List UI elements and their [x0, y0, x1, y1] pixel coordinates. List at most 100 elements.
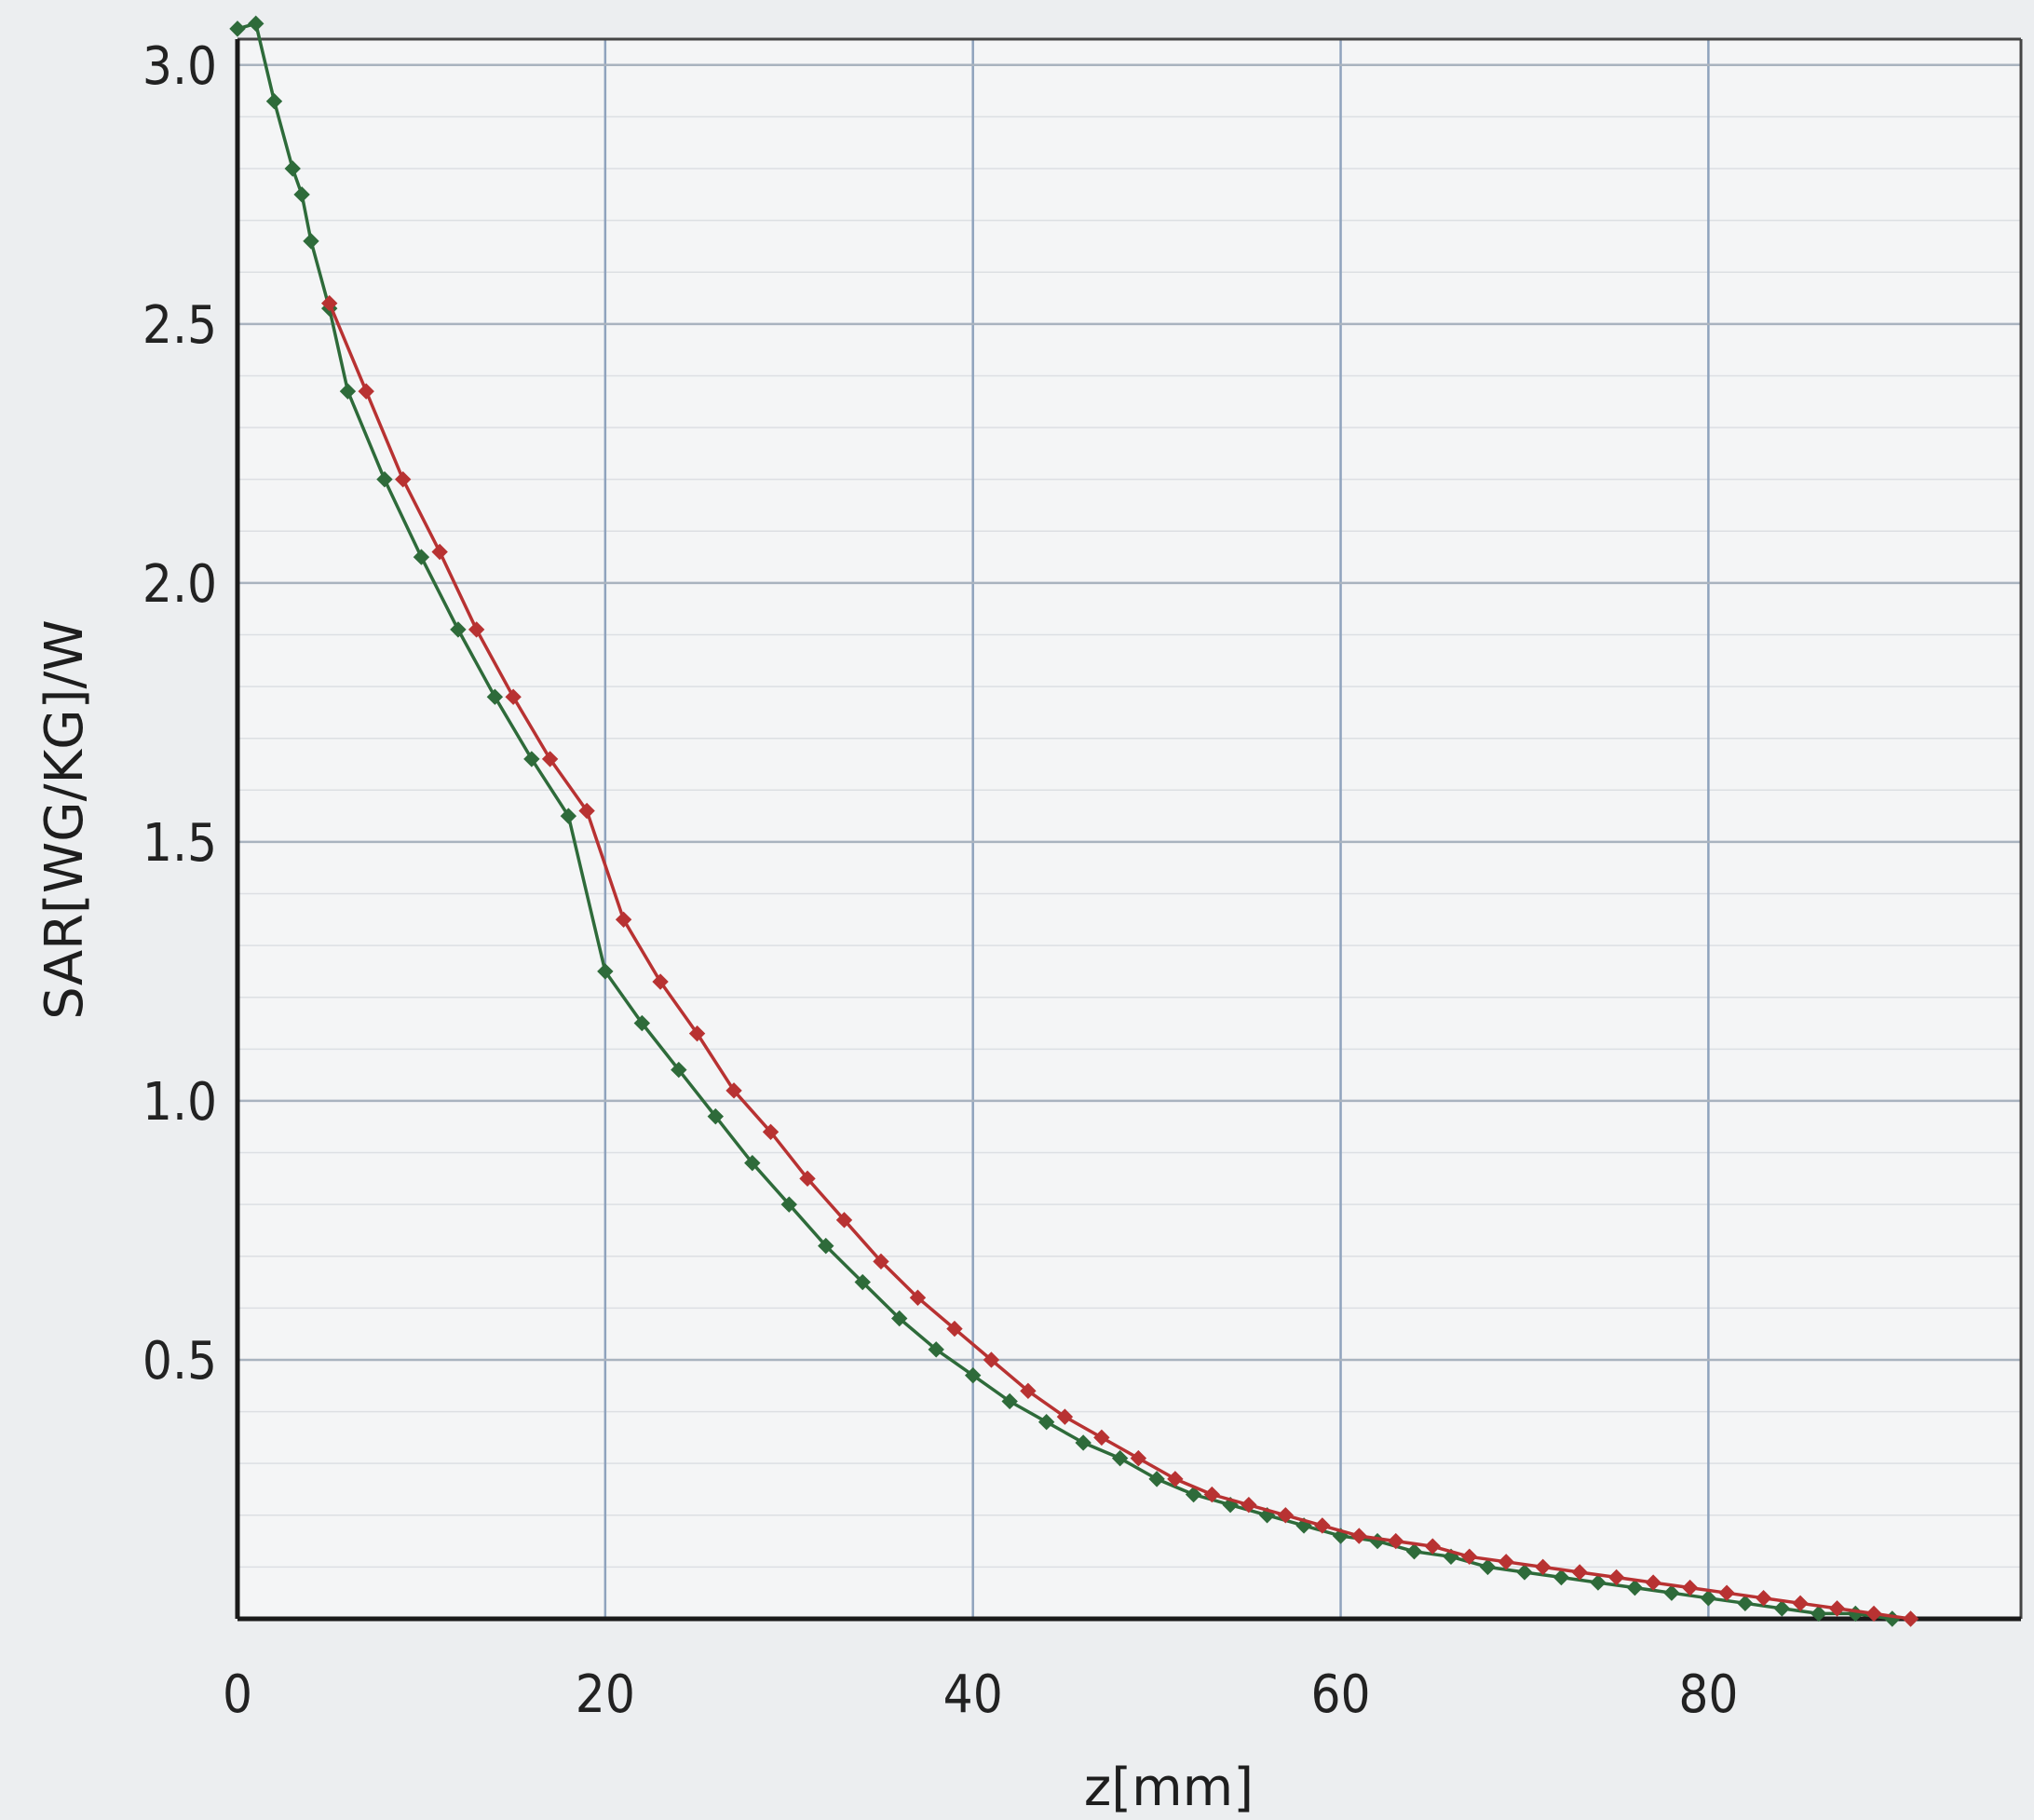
data-point [376, 470, 393, 488]
data-point [891, 1310, 908, 1327]
data-point [615, 911, 632, 929]
y-axis-title: SAR[WG/KG]/W [34, 619, 95, 1020]
data-point [1626, 1579, 1644, 1596]
plot-background [237, 39, 2021, 1619]
data-point [1479, 1558, 1497, 1576]
y-tick-label: 0.5 [142, 1331, 217, 1392]
data-point [1424, 1538, 1441, 1555]
x-tick-label: 80 [1678, 1664, 1738, 1725]
data-point [1516, 1564, 1533, 1581]
data-point [1241, 1496, 1257, 1514]
data-point [1020, 1382, 1037, 1400]
data-point [909, 1289, 927, 1306]
y-tick-label: 2.0 [142, 554, 217, 615]
data-point [946, 1320, 963, 1338]
data-point [248, 15, 264, 33]
data-point [523, 751, 540, 767]
data-point [1037, 1413, 1055, 1431]
x-tick-label: 0 [223, 1664, 252, 1725]
data-point [229, 20, 246, 37]
data-point [413, 549, 430, 565]
data-point [1737, 1595, 1754, 1612]
data-point [688, 1025, 706, 1042]
data-point [1571, 1564, 1588, 1581]
data-point [468, 621, 485, 638]
data-point [1185, 1486, 1202, 1503]
x-axis-title: z[mm] [1084, 1758, 1254, 1818]
data-point [303, 233, 319, 250]
data-point [928, 1341, 944, 1358]
series-layer [229, 15, 1919, 1627]
data-point [1553, 1569, 1570, 1586]
data-point [1828, 1600, 1846, 1617]
data-point [1865, 1605, 1882, 1623]
data-point [633, 1014, 651, 1032]
data-point [1645, 1574, 1661, 1591]
data-point [1001, 1392, 1018, 1410]
data-point [578, 802, 595, 820]
data-point [671, 1061, 687, 1079]
data-point [1148, 1471, 1165, 1487]
data-point [1792, 1595, 1809, 1612]
data-point [744, 1154, 761, 1172]
data-point [1773, 1600, 1791, 1617]
data-point [1314, 1517, 1331, 1534]
data-point [1718, 1584, 1735, 1601]
data-point [1056, 1408, 1074, 1425]
data-point [707, 1107, 725, 1125]
data-point [486, 688, 504, 705]
data-point [725, 1082, 742, 1099]
data-point [1405, 1543, 1423, 1560]
data-point [505, 688, 522, 705]
data-point [1350, 1528, 1367, 1544]
data-point [1111, 1449, 1129, 1467]
data-point [799, 1170, 816, 1188]
data-point [1093, 1429, 1110, 1446]
data-point [394, 470, 412, 488]
data-point [265, 93, 283, 110]
data-point [1700, 1590, 1717, 1607]
y-tick-label: 1.5 [142, 813, 217, 874]
y-tick-label: 3.0 [142, 36, 217, 97]
series-2 [321, 294, 1919, 1627]
data-point [762, 1123, 780, 1141]
data-point [873, 1253, 889, 1270]
data-point [431, 543, 448, 561]
data-point [780, 1196, 797, 1213]
x-tick-label: 60 [1310, 1664, 1370, 1725]
grid-layer [237, 39, 2021, 1619]
data-point [1167, 1471, 1184, 1487]
data-point [450, 621, 467, 638]
data-point [1810, 1605, 1827, 1623]
data-point [1663, 1584, 1680, 1601]
data-point [1902, 1610, 1919, 1627]
series-1 [229, 15, 1901, 1627]
data-point [1461, 1548, 1478, 1565]
data-point [1681, 1579, 1699, 1596]
x-tick-label: 40 [943, 1664, 1003, 1725]
data-point [652, 973, 669, 990]
data-point [321, 294, 338, 312]
data-point [560, 808, 577, 824]
data-point [835, 1212, 853, 1229]
data-point [541, 751, 559, 767]
data-point [818, 1237, 834, 1255]
data-point [1130, 1449, 1147, 1467]
data-point [1075, 1434, 1092, 1451]
data-point [1388, 1532, 1404, 1550]
labels-layer: 0 20 40 60 80 0.5 1.0 1.5 2.0 2.5 3.0 [142, 36, 1739, 1725]
data-point [293, 186, 310, 203]
data-point [1590, 1574, 1607, 1591]
data-point [1277, 1507, 1295, 1524]
data-point [597, 963, 614, 980]
data-point [983, 1351, 1000, 1368]
data-point [854, 1273, 871, 1291]
axes-layer [235, 37, 2023, 1622]
data-point [1498, 1554, 1514, 1570]
data-point [1755, 1590, 1772, 1607]
data-point [339, 383, 357, 400]
y-tick-label: 1.0 [142, 1072, 217, 1133]
data-point [358, 383, 374, 400]
